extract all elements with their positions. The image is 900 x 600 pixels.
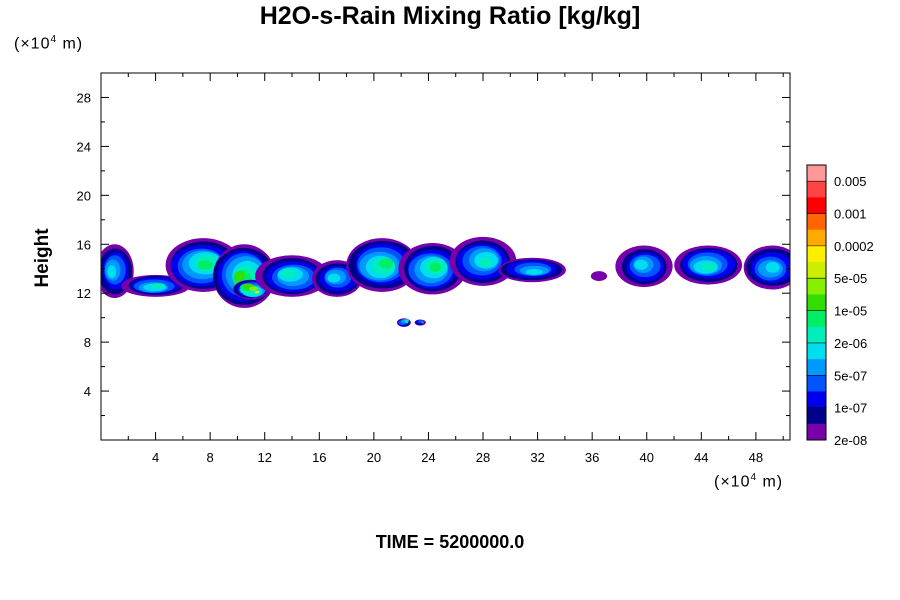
cloud-contour: [429, 262, 442, 273]
cloud-contour: [701, 262, 716, 272]
cloud-cell: [396, 318, 411, 327]
x-tick-labels: 4 8 12 16 20 24 28 32 36 40 44 48: [152, 450, 763, 465]
cloud-contour: [107, 265, 117, 279]
cloud-cell: [398, 243, 467, 295]
colorbar-swatch: [807, 181, 826, 198]
colorbar-swatch: [807, 359, 826, 376]
cloud-cell: [414, 319, 426, 326]
x-tick-label: 24: [421, 450, 435, 465]
cloud-cell: [498, 257, 566, 283]
cloud-cell: [449, 236, 517, 286]
cloud-contour: [379, 258, 394, 269]
y-tick-label: 4: [84, 384, 91, 399]
colorbar-swatch: [807, 197, 826, 214]
colorbar-swatch: [807, 278, 826, 295]
cloud-contour: [478, 257, 493, 268]
colorbar-swatch: [807, 213, 826, 231]
cloud-contour: [420, 321, 424, 324]
colorbar-swatch: [807, 165, 826, 182]
cloud-contour: [765, 262, 780, 273]
y-tick-label: 28: [77, 90, 91, 105]
x-tick-label: 20: [367, 450, 381, 465]
cloud-cell: [346, 238, 418, 292]
y-axis-unit: (×104 m): [14, 34, 84, 53]
colorbar-label: 0.001: [834, 207, 867, 222]
y-axis-title: Height: [32, 228, 53, 288]
x-tick-label: 16: [312, 450, 326, 465]
colorbar-label: 0.0002: [834, 239, 874, 254]
colorbar-swatch: [807, 342, 826, 360]
x-tick-label: 40: [640, 450, 654, 465]
x-tick-label: 4: [152, 450, 159, 465]
colorbar-swatch: [807, 262, 826, 279]
colorbar-swatch: [807, 391, 826, 408]
y-tick-label: 16: [77, 237, 91, 252]
y-tick-label: 20: [77, 188, 91, 203]
colorbar-swatch: [807, 245, 826, 263]
colorbar-swatch: [807, 326, 826, 344]
colorbar-label: 0.005: [834, 174, 867, 189]
colorbar-legend: 0.005 0.001 0.0002 5e-05 1e-05 2e-06 5e-07 1e-0…: [806, 164, 874, 448]
cloud-contour: [590, 271, 608, 281]
cloud-contour: [634, 259, 648, 270]
cloud-contour: [249, 286, 258, 291]
colorbar-label: 1e-05: [834, 304, 867, 319]
cloud-contour: [281, 269, 296, 279]
colorbar-swatch: [807, 310, 826, 328]
cloud-contour: [405, 321, 409, 324]
y-tick-label: 8: [84, 335, 91, 350]
y-tick-label: 24: [77, 139, 91, 154]
y-tick-label: 12: [77, 286, 91, 301]
chart-title: H2O-s-Rain Mixing Ratio [kg/kg]: [259, 2, 641, 30]
cloud-contour: [150, 283, 165, 288]
colorbar-swatch: [807, 294, 826, 311]
cloud-cell: [674, 245, 743, 285]
colorbar-label: 2e-06: [834, 336, 867, 351]
time-label: TIME = 5200000.0: [375, 532, 525, 552]
x-axis-unit: (×104 m): [714, 472, 784, 491]
cloud-contour: [197, 260, 213, 271]
x-tick-label: 36: [585, 450, 599, 465]
x-tick-label: 44: [694, 450, 708, 465]
colorbar-label: 1e-07: [834, 401, 867, 416]
colorbar-swatch: [807, 423, 826, 441]
colorbar-label: 5e-05: [834, 271, 867, 286]
cloud-cell: [590, 271, 608, 281]
colorbar-swatch: [807, 407, 826, 425]
x-tick-label: 28: [476, 450, 490, 465]
y-tick-labels: 4 8 12 16 20 24 28: [77, 90, 91, 399]
cloud-contour: [525, 268, 543, 275]
colorbar-label: 5e-07: [834, 368, 867, 383]
x-tick-label: 12: [257, 450, 271, 465]
cloud-cell: [615, 245, 673, 288]
x-tick-label: 32: [530, 450, 544, 465]
x-tick-label: 8: [207, 450, 214, 465]
cloud-contour: [327, 273, 341, 283]
cloud-cell: [255, 255, 329, 297]
cloud-field: [101, 236, 790, 327]
colorbar-swatch: [807, 375, 826, 392]
colorbar-swatch: [807, 229, 826, 247]
cloud-contour: [254, 290, 260, 294]
colorbar-label: 2e-08: [834, 433, 867, 448]
axis-ticks: [101, 73, 790, 440]
cloud-contour: [234, 271, 245, 282]
x-tick-label: 48: [749, 450, 763, 465]
cloud-cell: [743, 245, 790, 290]
